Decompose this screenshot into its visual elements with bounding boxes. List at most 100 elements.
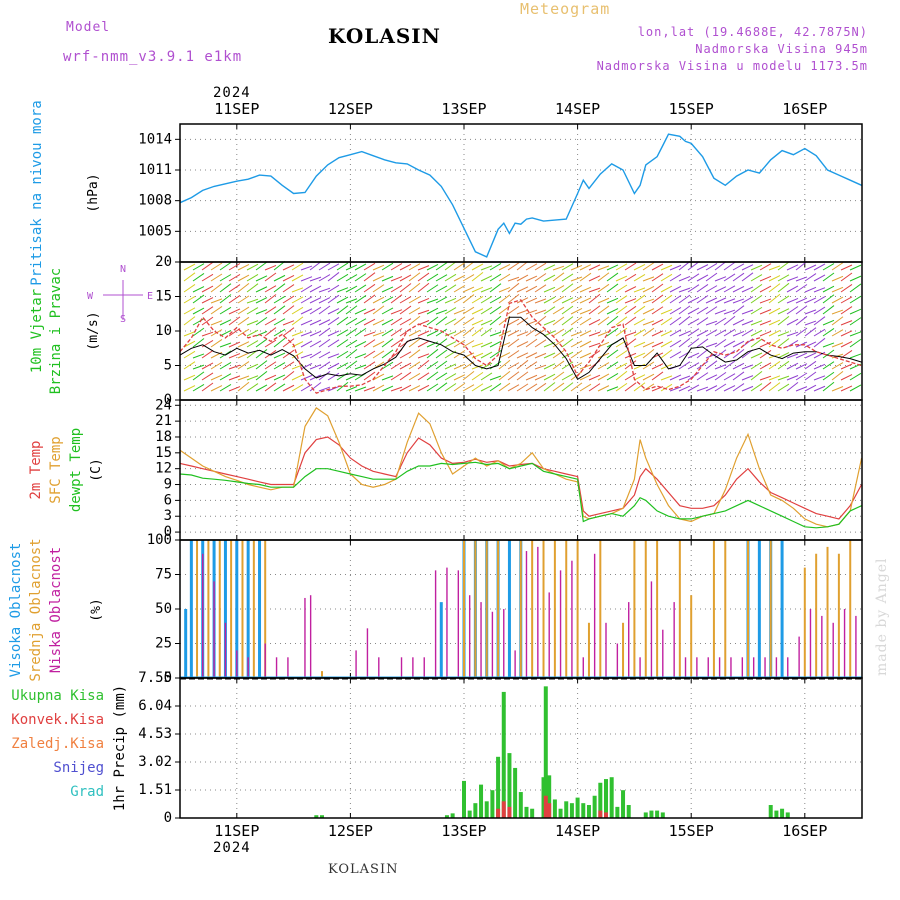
- wind-barb: [237, 381, 250, 392]
- wind-barb: [336, 262, 349, 271]
- wind-barb: [426, 330, 439, 337]
- wind-barb: [408, 349, 421, 359]
- wind-barb: [660, 330, 673, 337]
- wind-barb: [345, 317, 358, 326]
- wind-barb: [435, 338, 448, 348]
- pressure-unit: (hPa): [86, 173, 101, 212]
- dewpoint-ylabel: dewpt Temp: [68, 428, 84, 512]
- wind-barb: [489, 315, 502, 326]
- wind-barb: [588, 318, 601, 326]
- wind-barb: [759, 285, 772, 293]
- wind-barb: [741, 272, 754, 282]
- wind-barb: [381, 307, 394, 315]
- wind-barb: [372, 384, 385, 392]
- y-tick-label: 100: [147, 532, 172, 548]
- wind-barb: [714, 338, 727, 348]
- y-tick-label: 21: [155, 413, 172, 429]
- wind-barb: [471, 263, 484, 271]
- wind-barb: [444, 318, 457, 326]
- wind-barb: [264, 382, 277, 392]
- wind-barb: [705, 272, 718, 282]
- wind-barb: [840, 264, 853, 271]
- wind-barb: [669, 386, 682, 392]
- wind-barb: [435, 372, 448, 381]
- wind-barb: [345, 349, 358, 359]
- wind-barb: [381, 318, 394, 326]
- wind-barb: [291, 262, 304, 271]
- wind-barb: [345, 339, 358, 348]
- wind-barb: [732, 362, 745, 370]
- wind-barb: [372, 331, 385, 337]
- wind-barb: [300, 265, 313, 271]
- wind-barb: [219, 294, 232, 304]
- wind-barb: [768, 265, 781, 271]
- wind-barb: [579, 264, 592, 271]
- wind-barb: [282, 361, 295, 370]
- wind-barb: [507, 262, 520, 271]
- wind-barb: [228, 263, 241, 271]
- wind-barb: [606, 297, 619, 304]
- wind-barb: [777, 282, 790, 293]
- y-tick-label: 12: [155, 461, 172, 477]
- wind-barb: [633, 328, 646, 337]
- wind-barb: [327, 353, 340, 359]
- wind-barb: [588, 293, 601, 304]
- wind-barb: [714, 261, 727, 271]
- wind-barb: [633, 294, 646, 304]
- total-precip-bar: [581, 803, 586, 818]
- wind-barb: [633, 374, 646, 381]
- wind-barb: [669, 374, 682, 381]
- x-day-label-bottom: 14SEP: [555, 822, 600, 840]
- wind-barb: [777, 261, 790, 271]
- wind-barb: [300, 284, 313, 293]
- wind-barb: [597, 362, 610, 370]
- wind-barb: [813, 263, 826, 271]
- wind-dir-west: W: [87, 291, 94, 302]
- wind-barb: [228, 375, 241, 381]
- wind-barb: [399, 296, 412, 304]
- wind-barb: [489, 263, 502, 271]
- wind-barb: [813, 385, 826, 392]
- wind-barb: [705, 263, 718, 271]
- wind-barb: [264, 285, 277, 293]
- wind-barb: [336, 305, 349, 315]
- wind-barb: [255, 297, 268, 304]
- wind-barb: [399, 384, 412, 392]
- wind-barb: [390, 361, 403, 370]
- wind-barb: [732, 298, 745, 304]
- wind-barb: [498, 370, 511, 381]
- wind-barb: [507, 384, 520, 392]
- wind-barb: [822, 305, 835, 315]
- wind-barb: [714, 286, 727, 293]
- wind-barb: [309, 330, 322, 337]
- wind-barb: [543, 274, 556, 282]
- wind-barb: [804, 297, 817, 304]
- wind-barb: [372, 296, 385, 304]
- wind-barb: [381, 385, 394, 392]
- wind-barb: [426, 348, 439, 359]
- wind-barb: [849, 317, 862, 326]
- wind-barb: [534, 309, 547, 315]
- conv-precip-bar: [507, 806, 512, 818]
- wind-barb: [363, 331, 376, 337]
- wind-barb: [408, 315, 421, 326]
- legend-total-precip: Ukupna Kisa: [11, 688, 104, 704]
- x-day-label-bottom: 13SEP: [441, 822, 486, 840]
- wind-barb: [210, 283, 223, 293]
- wind-barb: [525, 309, 538, 315]
- wind-barb: [750, 274, 763, 282]
- wind-barb: [786, 264, 799, 271]
- wind-barb: [849, 331, 862, 337]
- wind-barb: [687, 352, 700, 359]
- wind-barb: [849, 264, 862, 271]
- wind-barb: [777, 274, 790, 282]
- wind-barb: [651, 306, 664, 315]
- wind-barb: [678, 361, 691, 370]
- coordinates: lon,lat (19.4688E, 42.7875N): [637, 25, 868, 39]
- wind-barb: [696, 338, 709, 348]
- wind-barb: [786, 331, 799, 337]
- wind-barb: [795, 261, 808, 271]
- total-precip-bar: [660, 812, 665, 818]
- wind-barb: [462, 274, 475, 282]
- wind-barb: [750, 361, 763, 370]
